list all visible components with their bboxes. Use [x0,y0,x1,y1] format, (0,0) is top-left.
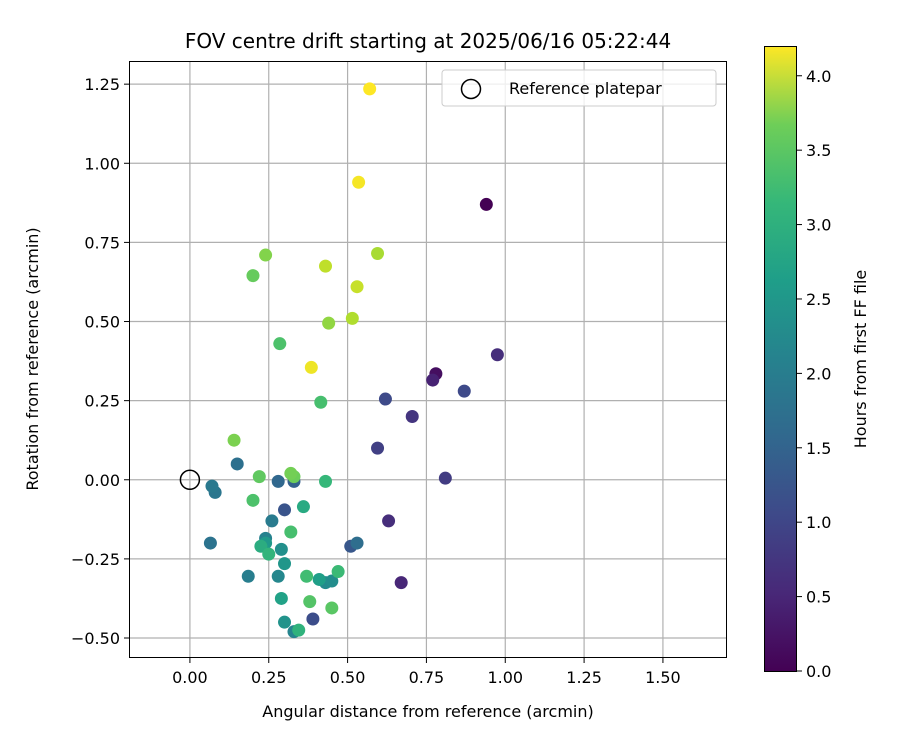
data-point [426,373,440,387]
legend: Reference platepar [441,69,717,107]
data-point [457,384,471,398]
data-point [319,259,333,273]
data-point [405,409,419,423]
reference-marker-layer [179,469,201,491]
data-point [246,493,260,507]
y-axis-ticks: −0.50 −0.25 0.00 0.25 0.50 0.75 1.00 1.25 [71,75,130,648]
x-tick-label: 1.25 [566,668,602,687]
data-point [284,525,298,539]
y-tick-label: 0.25 [84,392,120,411]
data-point [252,470,266,484]
data-point [278,615,292,629]
plot-frame [129,61,727,658]
y-tick-label: 0.75 [84,233,120,252]
colorbar-tick-label: 2.0 [806,364,831,383]
data-point [265,514,279,528]
data-points [203,82,504,639]
reference-platepar-marker [179,469,201,491]
data-point [203,536,217,550]
data-point [371,441,385,455]
colorbar-label: Hours from first FF file [851,270,870,449]
chart-title: FOV centre drift starting at 2025/06/16 … [185,29,671,53]
x-tick-label: 0.50 [330,668,366,687]
data-point [284,466,298,480]
data-point [230,457,244,471]
data-point [314,395,328,409]
legend-box [441,69,717,107]
data-point [271,569,285,583]
data-point [438,471,452,485]
data-point [246,269,260,283]
x-axis-label: Angular distance from reference (arcmin) [262,702,593,721]
x-tick-label: 0.25 [251,668,287,687]
colorbar-tick-label: 0.0 [806,662,831,681]
data-point [394,576,408,590]
data-point [227,433,241,447]
colorbar-tick-label: 3.0 [806,216,831,235]
colorbar-ticks: 0.0 0.5 1.0 1.5 2.0 2.5 3.0 3.5 4.0 [796,67,831,681]
data-point [325,601,339,615]
data-point [296,500,310,514]
legend-reference-marker [460,78,482,100]
data-point [350,280,364,294]
data-point [352,175,366,189]
data-point [350,536,364,550]
data-point [363,82,377,96]
data-point [306,612,320,626]
legend-entry-label: Reference platepar [509,79,662,98]
data-point [259,248,273,262]
data-point [345,311,359,325]
data-point [273,337,287,351]
data-point [322,316,336,330]
data-point [292,623,306,637]
data-point [331,565,345,579]
data-point [479,197,493,211]
x-tick-label: 1.50 [645,668,681,687]
data-point [278,503,292,517]
y-tick-label: 1.00 [84,154,120,173]
y-tick-label: −0.25 [71,550,120,569]
data-point [274,542,288,556]
data-point [271,474,285,488]
data-point [490,348,504,362]
data-point [274,591,288,605]
x-tick-label: 1.00 [487,668,523,687]
colorbar-tick-label: 0.5 [806,588,831,607]
y-tick-label: −0.50 [71,629,120,648]
data-point [382,514,396,528]
data-point [304,360,318,374]
data-point [205,479,219,493]
data-point [303,595,317,609]
colorbar-tick-label: 3.5 [806,141,831,160]
data-point [300,569,314,583]
data-point [325,574,339,588]
y-tick-label: 0.00 [84,471,120,490]
y-axis-label: Rotation from reference (arcmin) [23,227,42,490]
grid-lines [130,62,726,657]
x-tick-label: 0.75 [409,668,445,687]
data-point [241,569,255,583]
data-point [319,474,333,488]
colorbar: 0.0 0.5 1.0 1.5 2.0 2.5 3.0 3.5 4.0 Hours from f… [764,46,870,681]
data-point [378,392,392,406]
y-tick-label: 1.25 [84,75,120,94]
data-point [312,572,326,586]
y-tick-label: 0.50 [84,313,120,332]
colorbar-gradient [764,46,797,672]
data-point [254,539,268,553]
data-point [278,557,292,571]
colorbar-tick-label: 2.5 [806,290,831,309]
colorbar-tick-label: 1.0 [806,513,831,532]
data-point [371,246,385,260]
data-point [262,547,276,561]
x-axis-ticks: 0.00 0.25 0.50 0.75 1.00 1.25 1.50 [172,657,681,687]
colorbar-tick-label: 1.5 [806,439,831,458]
colorbar-tick-label: 4.0 [806,67,831,86]
x-tick-label: 0.00 [172,668,208,687]
